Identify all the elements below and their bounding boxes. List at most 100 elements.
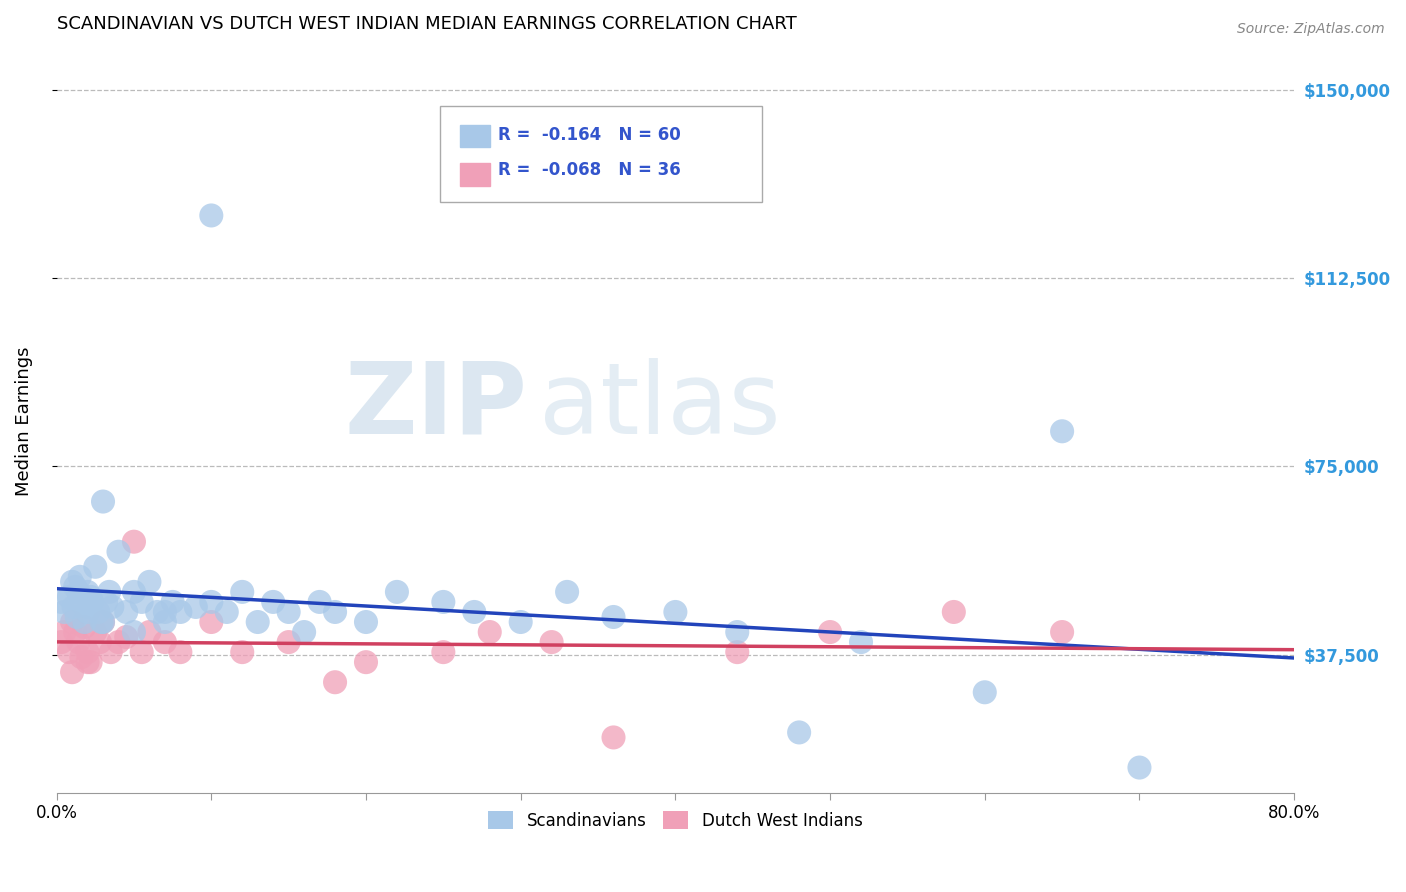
Point (432, 595, 454, 609)
Point (51, 635, 73, 649)
Point (91, 615, 114, 629)
Point (942, 605, 965, 619)
Point (107, 545, 129, 559)
Text: R =  -0.164   N = 60: R = -0.164 N = 60 (498, 127, 681, 145)
FancyBboxPatch shape (440, 105, 762, 202)
Point (725, 625, 748, 640)
Point (101, 599, 124, 614)
Point (131, 595, 153, 609)
Point (79, 655, 101, 669)
Point (122, 534, 145, 549)
Point (70, 650, 93, 665)
Point (122, 625, 145, 640)
Point (787, 725, 810, 739)
Point (58, 645, 80, 659)
Point (277, 605, 299, 619)
Point (73, 620, 96, 634)
Point (51, 595, 73, 609)
Point (540, 635, 562, 649)
Point (200, 209, 222, 223)
Point (73, 615, 96, 629)
Point (66, 610, 89, 624)
Point (262, 595, 284, 609)
Point (385, 585, 408, 599)
Point (231, 585, 253, 599)
Point (89, 635, 111, 649)
Point (478, 625, 501, 640)
Point (323, 675, 346, 690)
FancyBboxPatch shape (460, 163, 489, 186)
Point (1050, 425, 1073, 439)
Point (555, 585, 578, 599)
FancyBboxPatch shape (460, 125, 489, 147)
Point (246, 615, 269, 629)
Point (90, 615, 112, 629)
Point (292, 625, 315, 640)
Point (725, 645, 748, 659)
Text: SCANDINAVIAN VS DUTCH WEST INDIAN MEDIAN EARNINGS CORRELATION CHART: SCANDINAVIAN VS DUTCH WEST INDIAN MEDIAN… (56, 15, 796, 33)
Point (323, 605, 346, 619)
Point (973, 685, 995, 699)
Point (509, 615, 531, 629)
Point (107, 635, 129, 649)
Point (184, 599, 207, 614)
Point (76, 585, 98, 599)
Point (70, 595, 93, 609)
Point (76, 605, 98, 619)
Point (818, 625, 841, 640)
Point (231, 645, 253, 659)
Point (122, 585, 145, 599)
Point (79, 590, 101, 604)
Point (53, 625, 76, 640)
Point (82, 595, 104, 609)
Point (162, 595, 184, 609)
Point (98, 585, 121, 599)
Point (60, 574, 83, 589)
Point (84, 625, 107, 640)
Point (200, 615, 222, 629)
Point (849, 635, 872, 649)
Point (277, 635, 299, 649)
Text: atlas: atlas (540, 358, 780, 455)
Point (1050, 625, 1073, 640)
Point (63, 580, 86, 594)
Text: R =  -0.068   N = 36: R = -0.068 N = 36 (498, 161, 681, 179)
Point (169, 605, 191, 619)
Point (53, 605, 76, 619)
Point (169, 645, 191, 659)
Point (153, 635, 176, 649)
Point (94, 595, 117, 609)
Point (115, 630, 138, 644)
Point (58, 590, 80, 604)
Legend: Scandinavians, Dutch West Indians: Scandinavians, Dutch West Indians (482, 805, 869, 837)
Point (138, 625, 160, 640)
Point (67, 585, 90, 599)
Point (91, 494, 114, 508)
Point (91, 615, 114, 629)
Point (308, 595, 330, 609)
Point (76, 655, 98, 669)
Y-axis label: Median Earnings: Median Earnings (15, 346, 32, 496)
Point (146, 605, 169, 619)
Point (100, 645, 122, 659)
Point (153, 615, 176, 629)
Point (432, 645, 454, 659)
Point (77, 599, 100, 614)
Point (63, 625, 86, 640)
Point (69, 570, 91, 584)
Point (354, 615, 377, 629)
Point (84, 559, 107, 574)
Point (664, 605, 686, 619)
Text: ZIP: ZIP (344, 358, 527, 455)
Point (131, 645, 153, 659)
Point (62, 599, 84, 614)
Point (602, 731, 624, 745)
Point (67, 635, 90, 649)
Point (76, 645, 98, 659)
Point (1128, 760, 1150, 774)
Point (60, 665, 83, 680)
Point (153, 605, 176, 619)
Point (463, 605, 485, 619)
Point (138, 574, 160, 589)
Point (115, 605, 138, 619)
